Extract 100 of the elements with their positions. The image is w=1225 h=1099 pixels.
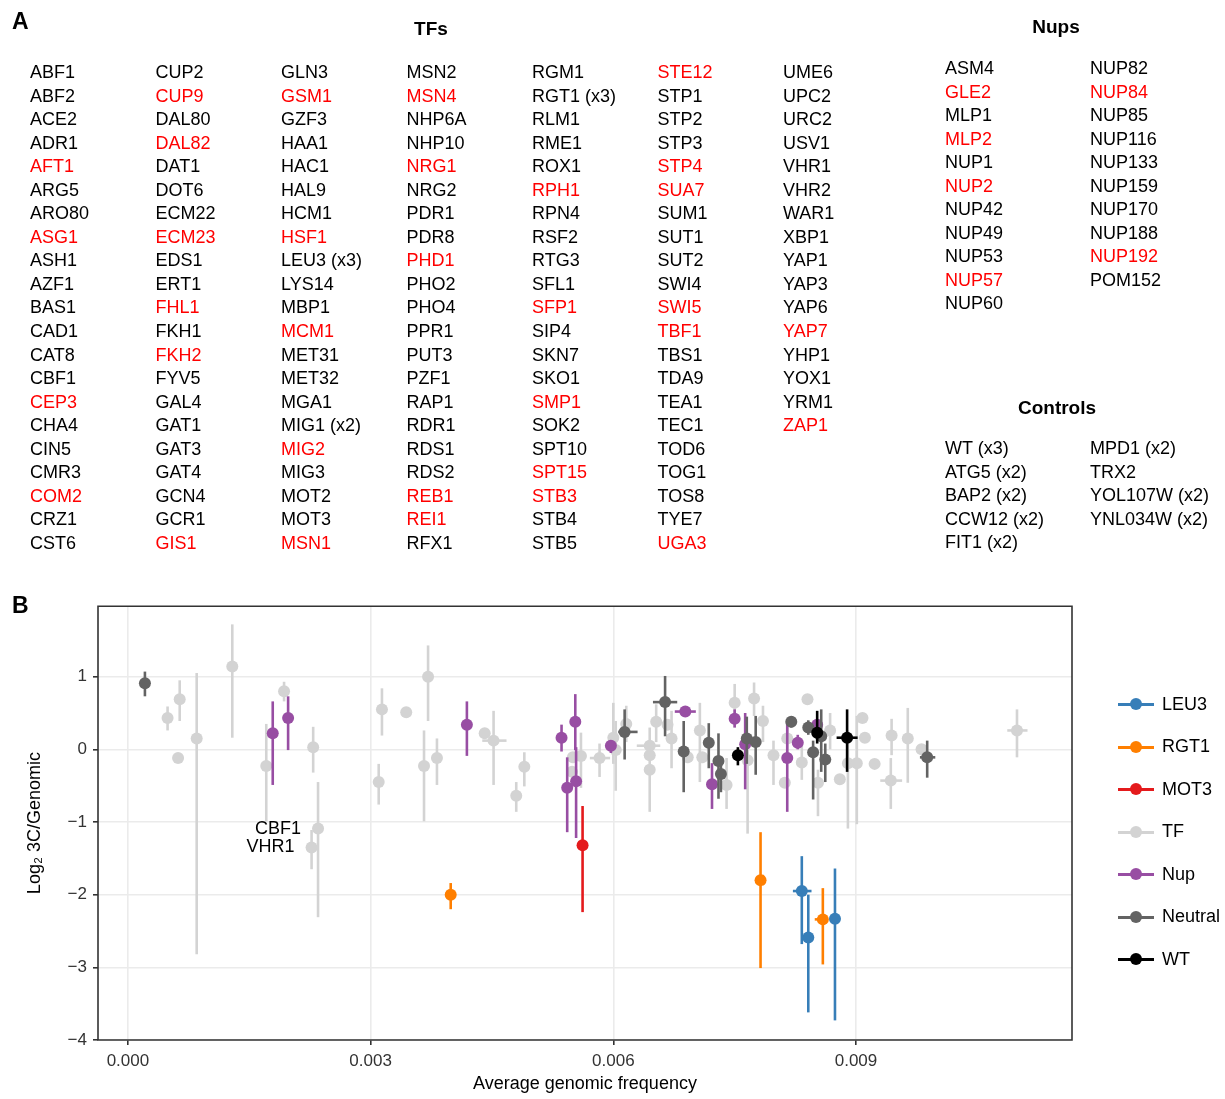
text: NUP57 [945,269,1005,292]
text: AZF1 [30,273,75,296]
text: STP4 [657,156,704,179]
text: YOL107W (x2) [1090,485,1211,508]
text: TBS1 [657,344,704,367]
text: BAP2 (x2) [945,485,1029,508]
text: TYE7 [657,509,704,532]
text: USV1 [783,132,832,155]
y-axis-title: Log₂ 3C/Genomic [23,752,44,895]
text: SUT2 [657,250,705,273]
text: ADR1 [30,132,79,155]
text: POM152 [1090,269,1163,292]
text: URC2 [783,109,833,132]
text: SIP4 [532,321,573,343]
text: ZAP1 [783,415,830,438]
text: CHA4 [30,415,79,438]
text: LYS14 [281,273,335,296]
text: SPT10 [532,438,589,461]
text: RME1 [532,132,583,155]
x-tick-label: 0.006 [592,1050,635,1070]
text: EDS1 [155,250,204,273]
text: DOT6 [155,179,205,202]
text: NUP116 [1090,128,1158,151]
text: MCM1 [281,321,335,343]
text: NUP192 [1090,246,1160,269]
text: TDA9 [657,368,705,391]
text: PZF1 [406,368,452,391]
y-tick-label: −1 [67,811,87,831]
text: PHD1 [406,250,456,273]
text: ECM23 [155,226,217,249]
text: CRZ1 [30,509,78,532]
text: UME6 [783,62,834,84]
text: NUP159 [1090,175,1160,198]
text: TOG1 [657,462,708,485]
text: VHR1 [783,156,832,179]
text: YHP1 [783,344,832,367]
legend-label: TF [1162,821,1184,843]
text: NRG1 [406,156,458,179]
text: UPC2 [783,85,832,108]
text: FYV5 [155,368,202,391]
text: ARG5 [30,179,81,202]
text: ABF2 [30,85,77,108]
text: TEC1 [657,415,705,438]
text: CCW12 (x2) [945,508,1045,531]
text: HAA1 [281,132,330,155]
text: GLN3 [281,62,330,84]
y-tick-label: −2 [67,884,87,904]
text: ACE2 [30,109,79,132]
text: PDR1 [406,203,456,226]
text: MLP2 [945,128,994,151]
text: NHP6A [406,109,468,132]
text: YAP7 [783,321,829,343]
text: MSN1 [281,532,332,555]
text: MIG3 [281,462,326,485]
text: A [12,8,29,35]
text: GAT3 [155,438,203,461]
text: RDS1 [406,438,456,461]
text: RGT1 (x3) [532,85,617,108]
legend-label: Nup [1162,863,1196,885]
text: RLM1 [532,109,581,132]
text: HAC1 [281,156,330,179]
text: MOT3 [281,509,332,532]
text: Nups [1032,16,1080,38]
text: RPN4 [532,203,581,226]
text: Controls [1017,397,1097,419]
text: CMR3 [30,462,82,485]
text: GAT1 [155,415,203,438]
text: RDS2 [406,462,456,485]
text: TFs [414,18,448,40]
text: MBP1 [281,297,332,320]
legend-label: WT [1162,948,1190,970]
text: NUP49 [945,222,1005,245]
text: CEP3 [30,391,79,414]
text: RAP1 [406,391,455,414]
text: REI1 [406,509,448,532]
text: NUP60 [945,293,1005,316]
text: MLP1 [945,105,994,128]
text: NUP188 [1090,222,1160,245]
text: CIN5 [30,438,72,461]
text: TEA1 [657,391,704,414]
text: WAR1 [783,203,836,226]
text: PHO4 [406,297,457,320]
text: MOT2 [281,485,332,508]
text: RTG3 [532,250,581,273]
text: STP3 [657,132,704,155]
text: NUP82 [1090,58,1150,80]
text: GSM1 [281,85,333,108]
text: NUP133 [1090,152,1160,175]
text: MET32 [281,368,341,391]
text: STB3 [532,485,579,508]
text: MET31 [281,344,341,367]
legend-label: Neutral [1162,906,1221,928]
text: GAT4 [155,462,203,485]
text: GAL4 [155,391,203,414]
text: MIG2 [281,438,326,461]
text: CST6 [30,532,77,555]
text: SUM1 [657,203,709,226]
text: MPD1 (x2) [1090,438,1177,460]
text: NUP170 [1090,199,1160,222]
text: CAT8 [30,344,76,367]
